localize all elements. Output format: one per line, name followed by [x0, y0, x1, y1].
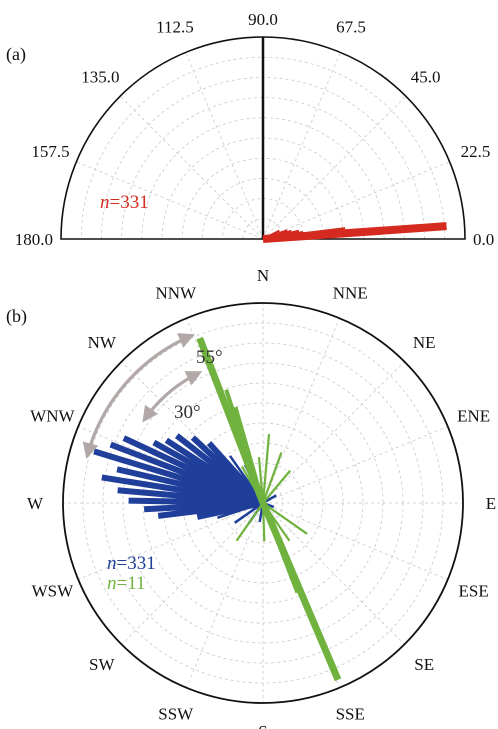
direction-label: E: [486, 494, 496, 513]
arrow-55: [82, 333, 195, 459]
legend-green-value: =11: [117, 573, 146, 594]
panel-a-bar: [262, 229, 280, 240]
panel-b-grid-spoke: [186, 502, 264, 688]
panel-b-frame: [62, 302, 464, 704]
panel-a-count: n=331: [100, 192, 149, 213]
panel-a-count-value: =331: [110, 192, 149, 213]
panel-b-bar-green: [262, 502, 291, 542]
panel-b-grid-spoke: [262, 318, 340, 504]
direction-label: SSE: [336, 705, 365, 724]
panel-b-bar-green: [261, 434, 271, 504]
arrow-30: [142, 371, 203, 423]
legend-blue-value: =331: [117, 553, 156, 574]
panel-b-bar-green: [262, 502, 308, 535]
panel-a-bars: [262, 222, 447, 243]
panel-b-label: (b): [6, 306, 27, 327]
panel-a-tick-label: 135.0: [81, 67, 119, 86]
legend-blue: n=331: [107, 553, 156, 574]
panel-b-bar-green: [261, 502, 300, 594]
panel-a-grid-spoke: [185, 52, 264, 240]
direction-label: NW: [88, 333, 117, 352]
panel-a-tick-label: 67.5: [336, 18, 366, 37]
panel-a-grid-spoke: [76, 161, 264, 240]
direction-label: SSW: [158, 705, 194, 724]
legend-green: n=11: [107, 573, 146, 594]
direction-label: SW: [89, 655, 115, 674]
annotation-55: 55°: [196, 347, 223, 368]
panel-a-tick-label: 0.0: [473, 230, 494, 249]
panel-a-tick-label: 157.5: [31, 142, 69, 161]
direction-label: ENE: [457, 407, 490, 426]
panel-b-grid-ring: [222, 462, 304, 544]
panel-b-bar-green: [240, 465, 264, 504]
panel-b-angle-arrows: [82, 333, 203, 459]
panel-a-tick-label: 112.5: [156, 18, 194, 37]
direction-label: NNE: [333, 283, 368, 302]
legend-blue-n: n: [107, 553, 117, 574]
panel-a: (a) 0.0 22.5 45.0 67.5 90.0 112.5 135.0 157.5 18…: [6, 10, 494, 249]
direction-label: NNW: [155, 283, 197, 302]
panel-a-tick-label: 45.0: [411, 67, 441, 86]
legend-green-n: n: [107, 573, 117, 594]
panel-a-tick-labels: 0.0 22.5 45.0 67.5 90.0 112.5 135.0 157.5 180.0: [15, 10, 495, 249]
direction-label: SE: [414, 655, 434, 674]
direction-label: WSW: [32, 581, 75, 600]
panel-b-bar-green: [257, 456, 265, 504]
panel-b-grid: [62, 302, 464, 704]
panel-b-bar-green: [262, 469, 291, 504]
panel-a-frame: [60, 36, 466, 240]
panel-b-bar-blue: [206, 441, 266, 506]
panel-a-count-n: n: [100, 192, 110, 213]
panel-a-label: (a): [6, 44, 26, 65]
panel-b: (b) N NNE NE ENE E ESE SE SSE S SSW SW WSW W WNW NW NNW…: [6, 266, 496, 729]
panel-a-grid: [60, 36, 466, 240]
panel-a-grid-spoke: [262, 52, 341, 240]
direction-label: N: [257, 266, 269, 285]
panel-a-grid-spoke: [262, 95, 407, 240]
annotation-30: 30°: [174, 402, 201, 423]
direction-label: ESE: [459, 581, 489, 600]
direction-label: S: [258, 722, 267, 729]
direction-label: WNW: [30, 407, 75, 426]
panel-b-bar-blue: [233, 501, 264, 524]
panel-b-bars: [93, 336, 342, 682]
panel-a-tick-label: 90.0: [248, 10, 278, 29]
panel-a-tick-label: 180.0: [15, 230, 53, 249]
panel-b-direction-labels: N NNE NE ENE E ESE SE SSE S SSW SW WSW W WNW NW NNW: [27, 266, 496, 729]
panel-a-grid-spoke: [262, 161, 450, 240]
direction-label: NE: [413, 333, 436, 352]
panel-a-grid-ring: [202, 178, 324, 240]
panel-b-bar-green: [261, 452, 283, 504]
direction-label: W: [27, 494, 44, 513]
panel-a-grid-ring: [222, 198, 304, 240]
panel-b-bar-green: [233, 406, 265, 504]
panel-b-bar-green: [235, 502, 264, 542]
panel-b-bar-green: [261, 502, 266, 542]
panel-a-grid-spoke: [119, 95, 264, 240]
panel-a-tick-label: 22.5: [461, 142, 491, 161]
panel-b-grid-ring: [102, 342, 424, 664]
